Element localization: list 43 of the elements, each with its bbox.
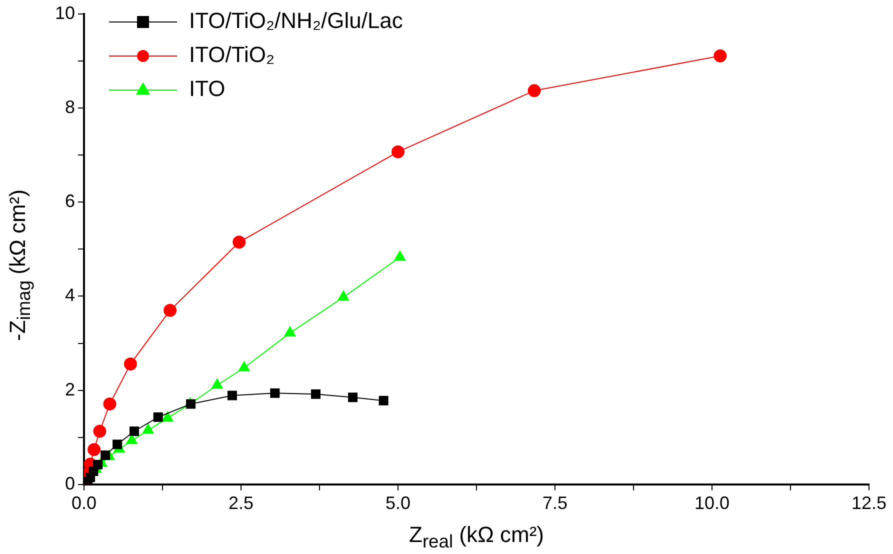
- x-axis-title: Z$_{real}$ (kΩ cm²): [408, 522, 545, 552]
- point: [142, 424, 154, 434]
- point: [93, 424, 106, 438]
- point: [112, 440, 122, 450]
- point: [162, 412, 174, 422]
- point: [378, 396, 388, 406]
- legend-label: ITO/TiO₂/NH₂/Glu/Lac: [189, 8, 403, 34]
- point: [130, 426, 140, 436]
- point: [238, 361, 250, 372]
- legend-label: ITO: [189, 76, 226, 102]
- point: [153, 412, 163, 422]
- point: [103, 397, 116, 410]
- point: [284, 326, 296, 336]
- y-tick-label: 4: [65, 285, 76, 306]
- y-tick-label: 6: [65, 191, 76, 212]
- point: [348, 392, 358, 402]
- x-tick-label: 0.0: [72, 493, 97, 514]
- point: [714, 49, 727, 62]
- x-tick-label: 10.0: [694, 493, 730, 514]
- point: [100, 450, 110, 460]
- point: [232, 236, 246, 249]
- point: [88, 443, 101, 456]
- point: [227, 390, 237, 400]
- point: [311, 389, 320, 399]
- point: [394, 250, 406, 261]
- point: [270, 388, 280, 398]
- point: [211, 378, 223, 389]
- y-tick-label: 8: [65, 97, 76, 118]
- point: [186, 399, 196, 409]
- x-tick-label: 2.5: [228, 493, 254, 514]
- point: [392, 145, 405, 158]
- y-tick-label: 2: [65, 379, 76, 400]
- x-tick-label: 12.5: [851, 493, 887, 514]
- legend-label: ITO/TiO₂: [189, 42, 275, 68]
- point: [124, 357, 137, 370]
- y-tick-label: 0: [65, 473, 76, 494]
- y-tick-label: 10: [54, 2, 76, 23]
- point: [93, 460, 103, 470]
- x-tick-label: 5.0: [385, 493, 411, 514]
- point: [528, 84, 541, 98]
- x-tick-label: 7.5: [542, 493, 568, 514]
- point: [338, 290, 350, 301]
- point: [164, 304, 177, 317]
